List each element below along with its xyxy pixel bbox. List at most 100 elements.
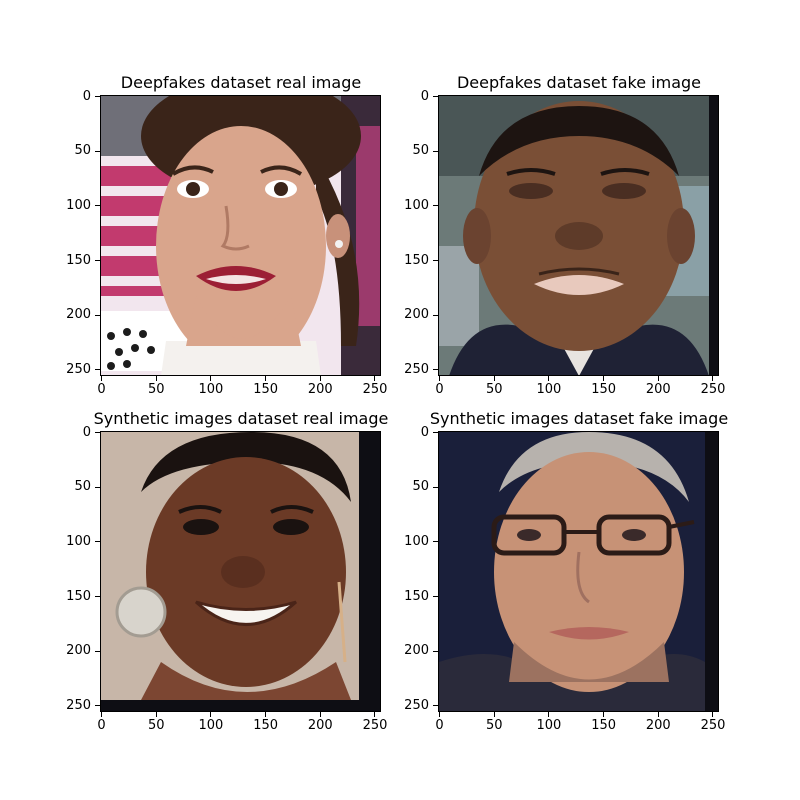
panel-title: Synthetic images dataset real image — [93, 409, 389, 428]
y-tick — [433, 260, 438, 262]
x-tick-label: 150 — [253, 718, 279, 733]
y-tick-label: 200 — [66, 307, 91, 323]
y-tick-label: 150 — [66, 588, 91, 604]
y-tick — [95, 205, 100, 207]
x-tick — [603, 376, 605, 381]
x-tick-label: 150 — [253, 382, 279, 397]
x-tick-label: 150 — [591, 718, 617, 733]
synthetic-fake-image — [439, 432, 719, 712]
x-tick-label: 250 — [700, 718, 726, 733]
x-tick — [210, 376, 212, 381]
x-tick — [101, 712, 103, 717]
y-tick-label: 100 — [404, 533, 429, 549]
y-tick — [433, 541, 438, 543]
x-tick-label: 200 — [307, 718, 333, 733]
x-tick — [712, 712, 714, 717]
portrait-man-glasses — [439, 432, 719, 712]
y-tick — [95, 705, 100, 707]
x-tick — [493, 376, 495, 381]
x-tick — [493, 712, 495, 717]
synthetic-real-image — [101, 432, 381, 712]
x-tick-label: 100 — [536, 718, 562, 733]
y-tick — [95, 596, 100, 598]
portrait-man — [439, 96, 719, 376]
y-tick-label: 150 — [66, 252, 91, 268]
x-tick — [319, 712, 321, 717]
y-tick-label: 50 — [74, 143, 91, 159]
x-tick-label: 250 — [362, 718, 388, 733]
y-tick-label: 200 — [404, 307, 429, 323]
y-tick — [95, 96, 100, 98]
x-tick — [548, 712, 550, 717]
x-tick-label: 100 — [536, 382, 562, 397]
x-tick — [439, 376, 441, 381]
y-tick-label: 100 — [404, 197, 429, 213]
x-tick-label: 0 — [97, 718, 106, 733]
x-tick-label: 0 — [435, 718, 444, 733]
y-tick-label: 0 — [82, 424, 91, 440]
x-tick — [155, 376, 157, 381]
y-tick-label: 200 — [66, 643, 91, 659]
y-tick — [95, 150, 100, 152]
x-tick — [265, 712, 267, 717]
y-tick — [95, 432, 100, 434]
y-tick — [433, 705, 438, 707]
y-tick — [433, 369, 438, 371]
y-tick — [95, 486, 100, 488]
x-tick-label: 100 — [198, 382, 224, 397]
x-tick-label: 50 — [485, 382, 503, 397]
panel-title: Synthetic images dataset fake image — [429, 409, 729, 428]
x-tick — [712, 376, 714, 381]
x-tick — [319, 376, 321, 381]
y-tick-label: 0 — [420, 424, 429, 440]
y-tick — [95, 369, 100, 371]
x-tick-label: 200 — [645, 718, 671, 733]
deepfakes-real-image — [101, 96, 381, 376]
x-tick-label: 100 — [198, 718, 224, 733]
y-tick — [433, 596, 438, 598]
x-tick — [374, 376, 376, 381]
x-tick — [548, 376, 550, 381]
x-tick-label: 50 — [147, 382, 165, 397]
y-tick-label: 0 — [82, 88, 91, 104]
x-tick-label: 150 — [591, 382, 617, 397]
y-tick — [433, 96, 438, 98]
y-tick-label: 250 — [404, 697, 429, 713]
y-tick-label: 50 — [412, 143, 429, 159]
x-tick — [657, 712, 659, 717]
y-tick-label: 150 — [404, 588, 429, 604]
y-tick-label: 150 — [404, 252, 429, 268]
y-tick — [433, 432, 438, 434]
x-tick — [603, 712, 605, 717]
panel-title: Deepfakes dataset real image — [120, 73, 362, 92]
x-tick — [657, 376, 659, 381]
x-tick-label: 200 — [307, 382, 333, 397]
y-tick — [433, 205, 438, 207]
y-tick-label: 250 — [66, 697, 91, 713]
portrait-woman — [101, 96, 381, 376]
x-tick-label: 250 — [700, 382, 726, 397]
panel-title: Deepfakes dataset fake image — [456, 73, 702, 92]
x-tick — [265, 376, 267, 381]
x-tick — [155, 712, 157, 717]
x-tick — [101, 376, 103, 381]
deepfakes-fake-image — [439, 96, 719, 376]
x-tick — [210, 712, 212, 717]
y-tick-label: 200 — [404, 643, 429, 659]
x-tick-label: 50 — [147, 718, 165, 733]
y-tick-label: 250 — [66, 361, 91, 377]
y-tick — [433, 150, 438, 152]
y-tick — [433, 650, 438, 652]
y-tick — [95, 314, 100, 316]
y-tick — [95, 260, 100, 262]
portrait-smiling-woman — [101, 432, 381, 712]
y-tick-label: 100 — [66, 197, 91, 213]
x-tick-label: 50 — [485, 718, 503, 733]
y-tick — [433, 486, 438, 488]
y-tick-label: 50 — [412, 479, 429, 495]
x-tick-label: 200 — [645, 382, 671, 397]
x-tick-label: 250 — [362, 382, 388, 397]
y-tick-label: 250 — [404, 361, 429, 377]
y-tick-label: 50 — [74, 479, 91, 495]
